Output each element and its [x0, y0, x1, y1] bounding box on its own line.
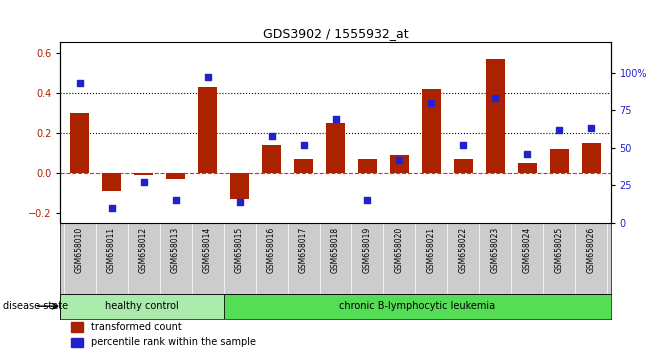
Text: GSM658016: GSM658016: [267, 227, 276, 273]
Bar: [486, 58, 505, 173]
Text: GSM658011: GSM658011: [107, 227, 116, 273]
Text: percentile rank within the sample: percentile rank within the sample: [91, 337, 256, 348]
Bar: [294, 159, 313, 173]
Bar: [230, 173, 249, 199]
Bar: [326, 123, 345, 173]
Text: GSM658023: GSM658023: [491, 227, 500, 273]
Bar: [262, 145, 281, 173]
Point: [490, 95, 501, 101]
Bar: [134, 173, 153, 175]
Bar: [60, 294, 223, 319]
Point: [586, 125, 597, 131]
Point: [426, 100, 437, 105]
Point: [234, 199, 245, 205]
Bar: [390, 155, 409, 173]
Point: [394, 157, 405, 163]
Text: GSM658013: GSM658013: [171, 227, 180, 273]
Point: [170, 198, 181, 203]
Point: [74, 80, 85, 86]
Bar: [358, 159, 377, 173]
Point: [298, 142, 309, 148]
Bar: [70, 113, 89, 173]
Text: disease state: disease state: [3, 301, 68, 311]
Point: [522, 151, 533, 156]
Point: [330, 116, 341, 122]
Text: GSM658026: GSM658026: [587, 227, 596, 273]
Bar: [550, 149, 569, 173]
Bar: [166, 173, 185, 179]
Bar: [71, 338, 83, 347]
Text: GSM658019: GSM658019: [363, 227, 372, 273]
Text: GSM658014: GSM658014: [203, 227, 212, 273]
Bar: [518, 163, 537, 173]
Bar: [454, 159, 473, 173]
Bar: [582, 143, 601, 173]
Text: GSM658015: GSM658015: [235, 227, 244, 273]
Text: GSM658018: GSM658018: [331, 227, 340, 273]
Bar: [71, 322, 83, 332]
Text: GSM658010: GSM658010: [75, 227, 84, 273]
Text: chronic B-lymphocytic leukemia: chronic B-lymphocytic leukemia: [339, 301, 495, 311]
Text: GSM658020: GSM658020: [395, 227, 404, 273]
Text: GSM658025: GSM658025: [555, 227, 564, 273]
Text: GSM658022: GSM658022: [459, 227, 468, 273]
Title: GDS3902 / 1555932_at: GDS3902 / 1555932_at: [262, 27, 409, 40]
Text: GSM658024: GSM658024: [523, 227, 532, 273]
Point: [458, 142, 469, 148]
Text: healthy control: healthy control: [105, 301, 179, 311]
Point: [266, 133, 277, 139]
Point: [554, 127, 565, 133]
Bar: [422, 88, 441, 173]
Bar: [102, 173, 121, 191]
Bar: [223, 294, 611, 319]
Text: GSM658021: GSM658021: [427, 227, 436, 273]
Text: GSM658012: GSM658012: [139, 227, 148, 273]
Text: GSM658017: GSM658017: [299, 227, 308, 273]
Text: transformed count: transformed count: [91, 322, 181, 332]
Point: [138, 179, 149, 185]
Bar: [198, 87, 217, 173]
Point: [106, 205, 117, 211]
Point: [362, 198, 373, 203]
Point: [202, 74, 213, 80]
